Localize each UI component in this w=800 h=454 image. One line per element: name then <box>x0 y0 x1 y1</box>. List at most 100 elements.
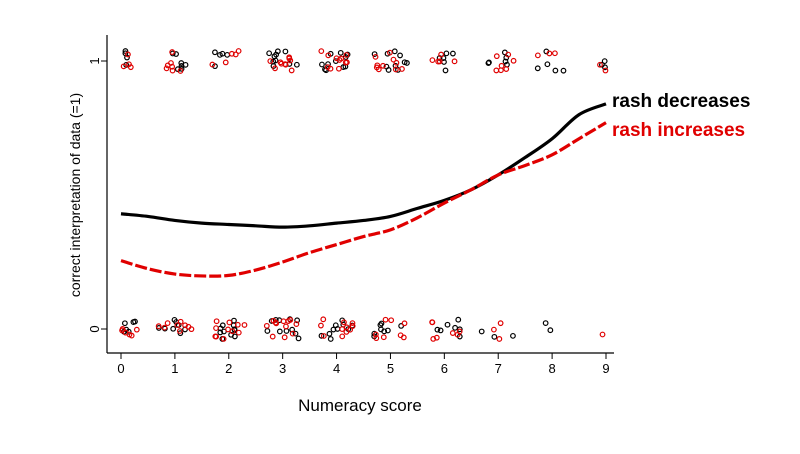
data-point <box>327 336 334 342</box>
data-point <box>169 49 176 55</box>
plot-frame <box>106 35 614 354</box>
data-point <box>270 317 277 324</box>
data-point <box>209 61 216 68</box>
data-point <box>560 67 567 74</box>
y-axis-title: correct interpretation of data (=1) <box>67 93 83 297</box>
data-point <box>546 50 553 57</box>
data-point <box>220 335 227 342</box>
y-tick-label: 0 <box>87 325 102 332</box>
data-point <box>380 62 386 69</box>
x-tick-label: 9 <box>602 361 609 376</box>
data-point <box>372 331 379 338</box>
data-point <box>318 322 324 329</box>
jittered-points <box>119 48 609 342</box>
x-axis-title: Numeracy score <box>298 396 422 415</box>
data-point <box>450 50 456 57</box>
data-point <box>266 50 273 57</box>
data-point <box>325 61 331 68</box>
data-point <box>164 320 171 327</box>
data-point <box>502 58 509 65</box>
data-point <box>339 333 346 340</box>
data-point <box>401 59 408 66</box>
data-point <box>332 58 339 65</box>
data-point <box>602 67 609 74</box>
data-point <box>163 65 170 72</box>
data-point <box>235 329 242 336</box>
data-point <box>213 325 219 332</box>
data-point <box>276 328 283 335</box>
data-point <box>177 68 184 74</box>
data-point <box>433 334 440 341</box>
data-point <box>232 51 239 58</box>
data-point <box>229 328 236 335</box>
data-point <box>212 49 218 56</box>
data-point <box>319 61 325 68</box>
data-point <box>510 332 516 339</box>
data-point <box>269 333 276 340</box>
data-point <box>381 328 388 335</box>
data-point <box>534 65 541 72</box>
data-point <box>552 50 558 57</box>
data-point <box>293 61 300 68</box>
data-point <box>435 58 442 65</box>
data-point <box>336 57 343 63</box>
data-point <box>384 327 391 334</box>
data-point <box>342 59 349 66</box>
data-point <box>343 52 350 58</box>
data-point <box>325 52 332 59</box>
x-axis-ticks: 0 1 2 3 4 5 6 7 8 9 <box>117 353 610 376</box>
data-point <box>292 330 299 337</box>
data-point <box>272 65 278 72</box>
x-tick-label: 6 <box>441 361 448 376</box>
data-point <box>485 60 492 67</box>
data-point <box>493 53 500 60</box>
data-point <box>430 336 437 342</box>
data-point <box>599 331 606 338</box>
data-point <box>327 65 334 72</box>
data-point <box>132 318 138 325</box>
data-point <box>456 328 463 335</box>
data-point <box>288 67 295 74</box>
data-point <box>161 324 168 331</box>
data-point <box>393 59 400 66</box>
data-point <box>277 59 284 66</box>
data-point <box>318 332 325 339</box>
data-point <box>133 326 140 333</box>
data-point <box>155 323 162 330</box>
data-point <box>455 316 462 323</box>
data-point <box>341 319 347 326</box>
data-point <box>449 330 456 336</box>
data-point <box>390 56 397 63</box>
data-point <box>399 66 405 72</box>
data-point <box>337 49 344 56</box>
data-point <box>289 330 296 337</box>
series-label-rash-decreases: rash decreases <box>612 91 750 112</box>
data-point <box>490 326 497 333</box>
data-point <box>169 67 176 74</box>
data-point <box>496 336 503 342</box>
x-tick-label: 1 <box>171 361 178 376</box>
data-point <box>273 51 280 58</box>
data-point <box>371 51 378 57</box>
y-tick-label: 1 <box>87 57 102 64</box>
data-point <box>286 55 293 62</box>
data-point <box>326 330 333 337</box>
data-point <box>438 51 445 58</box>
data-point <box>397 52 403 59</box>
data-point <box>349 320 356 327</box>
data-point <box>497 320 504 327</box>
data-point <box>222 59 229 66</box>
data-point <box>547 327 554 334</box>
data-point <box>295 335 302 342</box>
data-point <box>178 60 185 66</box>
data-point <box>429 319 436 326</box>
data-point <box>263 322 270 329</box>
data-point <box>219 322 226 329</box>
data-point <box>544 61 551 68</box>
data-point <box>383 63 390 70</box>
data-point <box>170 325 177 332</box>
data-point <box>388 317 395 324</box>
data-point <box>505 51 512 58</box>
data-point <box>491 333 498 340</box>
data-point <box>347 326 354 333</box>
